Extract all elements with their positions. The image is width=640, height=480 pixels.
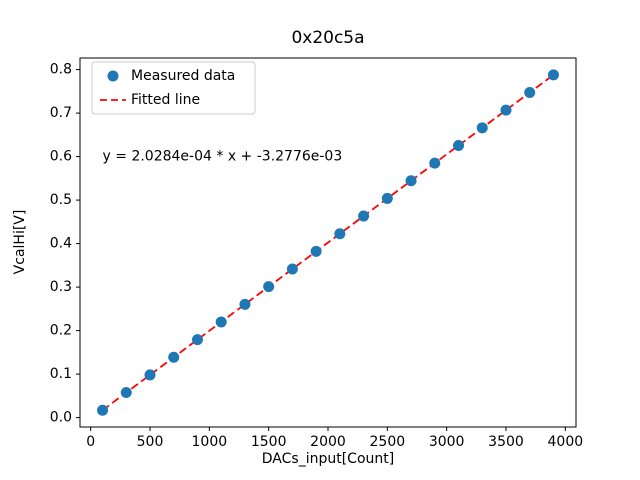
legend-label-fitted-line: Fitted line	[131, 92, 200, 108]
data-point	[453, 139, 465, 151]
data-point	[476, 122, 488, 134]
x-tick-label: 1500	[251, 434, 287, 450]
data-point	[97, 404, 109, 416]
y-axis-ticks: 0.0 0.1 0.2 0.3 0.4 0.5 0.6 0.7 0.8	[50, 62, 80, 426]
data-point	[429, 157, 441, 169]
y-axis-label: VcalHi[V]	[12, 210, 28, 275]
y-tick-label: 0.3	[50, 279, 72, 295]
x-axis-ticks: 0 500 1000 1500 2000 2500 3000 3500 4000	[86, 427, 583, 450]
data-point	[168, 351, 180, 363]
data-point	[310, 245, 322, 257]
y-tick-label: 0.1	[50, 366, 72, 382]
x-tick-label: 2000	[310, 434, 346, 450]
data-point	[358, 210, 370, 222]
data-point	[524, 87, 536, 99]
x-tick-label: 0	[86, 434, 95, 450]
x-tick-label: 3000	[429, 434, 465, 450]
legend-box	[91, 61, 256, 115]
x-tick-label: 500	[137, 434, 164, 450]
x-axis-label: DACs_input[Count]	[262, 451, 394, 467]
x-tick-label: 3500	[488, 434, 524, 450]
data-point	[144, 369, 156, 381]
y-tick-label: 0.8	[50, 62, 72, 78]
data-point	[239, 298, 251, 310]
legend: Measured data Fitted line	[91, 61, 256, 115]
y-tick-label: 0.6	[50, 149, 72, 165]
data-point	[547, 69, 559, 81]
x-tick-label: 1000	[192, 434, 228, 450]
measured-data-series	[97, 69, 559, 416]
legend-marker-measured-data	[107, 70, 119, 82]
data-point	[286, 263, 298, 275]
fit-equation-annotation: y = 2.0284e-04 * x + -3.2776e-03	[103, 149, 343, 165]
data-point	[120, 387, 132, 399]
chart-title: 0x20c5a	[291, 28, 364, 48]
data-point	[191, 334, 203, 346]
x-tick-label: 2500	[370, 434, 406, 450]
y-tick-label: 0.2	[50, 323, 72, 339]
y-tick-label: 0.4	[50, 236, 72, 252]
x-tick-label: 4000	[548, 434, 584, 450]
data-point	[381, 192, 393, 204]
data-point	[334, 228, 346, 240]
data-point	[500, 104, 512, 116]
data-point	[215, 316, 227, 328]
data-point	[405, 175, 417, 187]
y-tick-label: 0.5	[50, 192, 72, 208]
data-point	[263, 281, 275, 293]
y-tick-label: 0.0	[50, 410, 72, 426]
y-tick-label: 0.7	[50, 105, 72, 121]
legend-label-measured-data: Measured data	[131, 68, 235, 84]
